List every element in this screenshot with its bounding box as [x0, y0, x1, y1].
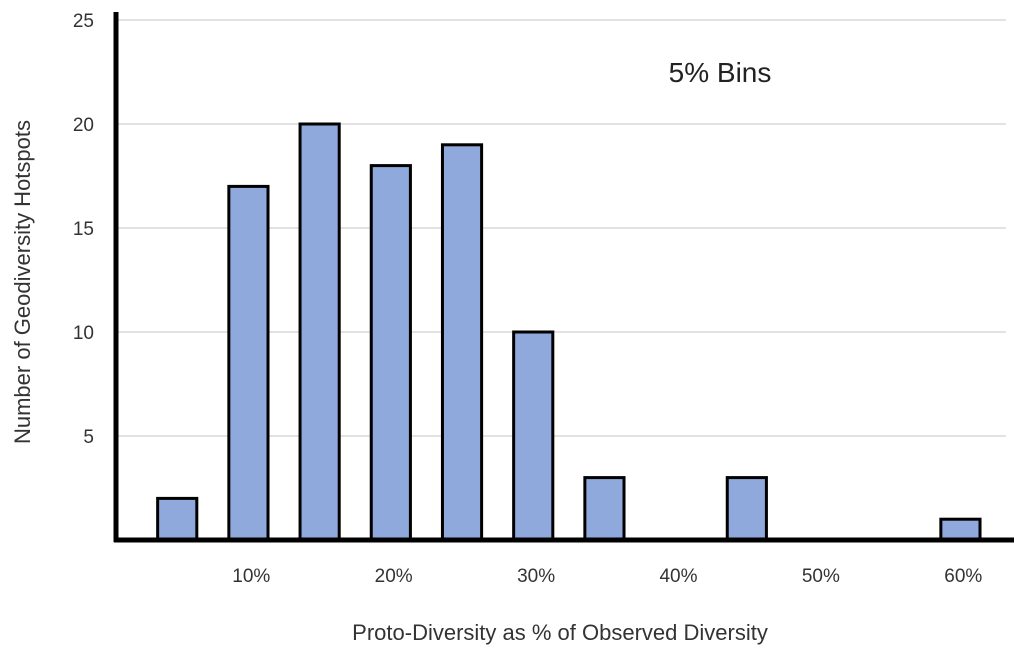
bar-20% — [369, 164, 412, 542]
x-tick-label: 40% — [659, 566, 697, 587]
x-tick-label: 30% — [517, 566, 555, 587]
bin-size-annotation: 5% Bins — [669, 57, 772, 88]
x-tick-labels: 10% 20% 30% 40% 50% 60% — [232, 566, 982, 587]
bars — [156, 122, 982, 542]
y-tick-label: 25 — [73, 11, 94, 32]
axes — [113, 12, 1014, 543]
y-tick-label: 10 — [73, 323, 94, 344]
y-tick-label: 20 — [73, 115, 94, 136]
bar-60% — [939, 517, 982, 542]
x-tick-label: 50% — [802, 566, 840, 587]
bar-30% — [512, 330, 555, 542]
x-tick-label: 60% — [944, 566, 982, 587]
bar-15% — [298, 122, 341, 542]
bar-25% — [440, 143, 484, 542]
x-tick-label: 20% — [375, 566, 413, 587]
x-tick-label: 10% — [232, 566, 270, 587]
y-tick-labels: 5 10 15 20 25 — [73, 11, 94, 448]
bar-5% — [156, 496, 199, 542]
bar-45% — [725, 476, 768, 542]
y-tick-label: 5 — [83, 427, 94, 448]
bar-35% — [583, 476, 626, 542]
bar-10% — [227, 184, 270, 542]
y-tick-label: 15 — [73, 219, 94, 240]
x-axis-title: Proto-Diversity as % of Observed Diversi… — [352, 620, 768, 645]
y-axis-title: Number of Geodiversity Hotspots — [10, 120, 35, 444]
